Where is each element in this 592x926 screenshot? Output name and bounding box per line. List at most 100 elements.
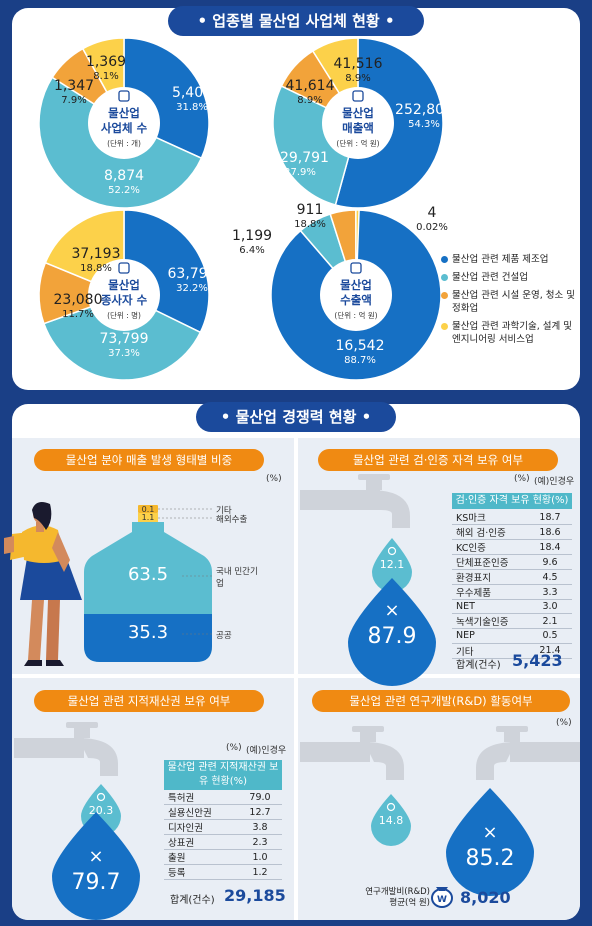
pie-3-center xyxy=(320,259,392,331)
tap-ip xyxy=(14,722,118,776)
pie-2-slice-operation xyxy=(38,261,127,325)
table-row: 출원 1.0 xyxy=(164,849,282,865)
cert-no-value: 87.9 xyxy=(367,624,417,649)
ip-row-value: 2.3 xyxy=(238,834,282,850)
table-row: 환경표지 4.5 xyxy=(452,569,572,585)
sales-label-other: 기타 xyxy=(216,506,232,516)
ip-row-name: 등록 xyxy=(164,864,238,880)
certification-row-name: 해외 검·인증 xyxy=(452,524,528,540)
ip-row-value: 1.2 xyxy=(238,864,282,880)
certification-row-name: 녹색기술인증 xyxy=(452,613,528,630)
table-row: 해외 검·인증 18.6 xyxy=(452,524,572,540)
table-row: 녹색기술인증 2.1 xyxy=(452,613,572,630)
ip-unit: (%) xyxy=(226,743,242,753)
pie-2-slice-construction xyxy=(42,294,202,381)
rnd-yes-value: 14.8 xyxy=(378,814,404,827)
cert-table: KS마크 18.7 해외 검·인증 18.6 KC인증 18.4 단체표준인증 9.6 환경표지… xyxy=(452,510,572,659)
person-icon xyxy=(118,262,130,274)
ship-icon xyxy=(350,262,362,274)
pie-2-pct-construction: 37.3% xyxy=(108,348,140,359)
pie-1-pct-construction: 27.9% xyxy=(284,167,316,178)
pie-0-value-science: 1,369 xyxy=(86,54,126,70)
pie-0-value-manufacturing: 5,400 xyxy=(172,85,212,101)
card-rnd xyxy=(298,678,580,920)
pie-1-pct-manufacturing: 54.3% xyxy=(408,119,440,130)
pie-2-value-science: 37,193 xyxy=(72,246,121,262)
pie-0-pct-construction: 52.2% xyxy=(108,185,140,196)
ip-no-mark: × xyxy=(88,846,104,867)
table-row: NET 3.0 xyxy=(452,599,572,615)
pie-0-unit: (단위 : 개) xyxy=(107,138,141,148)
ip-row-value: 79.0 xyxy=(238,790,282,805)
tap-rnd-left xyxy=(300,726,404,780)
pie-2-title-line1: 물산업 xyxy=(108,278,140,292)
certification-row-name: NEP xyxy=(452,628,528,644)
ip-row-name: 출원 xyxy=(164,849,238,865)
table-row: NEP 0.5 xyxy=(452,628,572,644)
sales-label-export: 해외수출 xyxy=(216,515,248,525)
pie-2-value-operation: 23,080 xyxy=(54,292,103,308)
legend-dot-manufacturing xyxy=(441,256,448,263)
legend-dot-operation xyxy=(441,292,448,299)
certification-row-name: KS마크 xyxy=(452,510,528,525)
pie-0-center xyxy=(88,87,160,159)
sales-label-domestic: 국내 민간기업 xyxy=(216,567,258,589)
pie-2-pct-manufacturing: 32.2% xyxy=(176,283,208,294)
pie-1-unit: (단위 : 억 원) xyxy=(336,138,379,148)
pie-1-value-science: 41,516 xyxy=(334,56,383,72)
money-bag-icon xyxy=(352,90,364,102)
certification-row-name: 우수제품 xyxy=(452,584,528,600)
section-title-competitiveness: • 물산업 경쟁력 현황 • xyxy=(196,402,396,432)
pie-3-value-science: 4 xyxy=(428,205,437,221)
table-row: 특허권 79.0 xyxy=(164,790,282,805)
certification-row-name: NET xyxy=(452,599,528,615)
certification-row-value: 3.3 xyxy=(528,584,572,600)
pie-2-title-line2: 종사자 수 xyxy=(101,293,148,307)
ip-yes-value: 20.3 xyxy=(88,804,114,817)
sales-value-domestic: 63.5 xyxy=(127,564,169,585)
cert-no-mark: × xyxy=(384,600,400,621)
cert-total-label: 합계(건수) xyxy=(456,660,501,671)
legend-label-science: 물산업 관련 과학기술, 설계 및 엔지니어링 서비스업 xyxy=(452,321,572,345)
certification-row-value: 18.6 xyxy=(528,524,572,540)
table-row: 상표권 2.3 xyxy=(164,834,282,850)
table-row: KC인증 18.4 xyxy=(452,539,572,555)
svg-text:W: W xyxy=(437,895,447,905)
pie-1-value-operation: 41,614 xyxy=(286,78,335,94)
pie-0-value-construction: 8,874 xyxy=(104,168,144,184)
pie-3-pct-manufacturing: 88.7% xyxy=(344,355,376,366)
pie-1-value-construction: 129,791 xyxy=(271,150,329,166)
legend-label-manufacturing: 물산업 관련 제품 제조업 xyxy=(452,254,549,265)
title-rnd: 물산업 관련 연구개발(R&D) 활동여부 xyxy=(312,690,570,712)
pie-2-unit: (단위 : 명) xyxy=(107,310,141,320)
certification-row-value: 3.0 xyxy=(528,599,572,615)
cert-unit: (%) xyxy=(514,474,530,484)
pie-2-pct-operation: 11.7% xyxy=(62,309,94,320)
certification-row-value: 4.5 xyxy=(528,569,572,585)
rnd-avg-value: 8,020 xyxy=(460,888,511,907)
pie-3-pct-science: 0.02% xyxy=(416,222,448,233)
certification-row-value: 18.7 xyxy=(528,510,572,525)
pie-1-title-line1: 물산업 xyxy=(342,106,374,120)
certification-row-name: 단체표준인증 xyxy=(452,554,528,570)
rnd-no-value: 85.2 xyxy=(465,846,515,871)
drop-cert-no xyxy=(348,578,436,686)
table-row: 단체표준인증 9.6 xyxy=(452,554,572,570)
pie-3-value-operation: 911 xyxy=(297,202,324,218)
ip-row-value: 1.0 xyxy=(238,849,282,865)
ip-note: (예)인경우 xyxy=(246,746,287,756)
drop-ip-no xyxy=(52,812,140,920)
pie-2-pct-science: 18.8% xyxy=(80,263,112,274)
sales-value-public: 35.3 xyxy=(127,622,169,643)
certification-row-name: KC인증 xyxy=(452,539,528,555)
ip-row-name: 디자인권 xyxy=(164,819,238,835)
legend-dot-construction xyxy=(441,274,448,281)
ip-row-name: 실용신안권 xyxy=(164,804,238,820)
pie-0-pct-science: 8.1% xyxy=(93,71,118,82)
cert-note: (예)인경우 xyxy=(534,477,575,487)
legend-dot-science xyxy=(441,323,448,330)
table-row: KS마크 18.7 xyxy=(452,510,572,525)
pie-3-pct-construction: 6.4% xyxy=(239,245,264,256)
